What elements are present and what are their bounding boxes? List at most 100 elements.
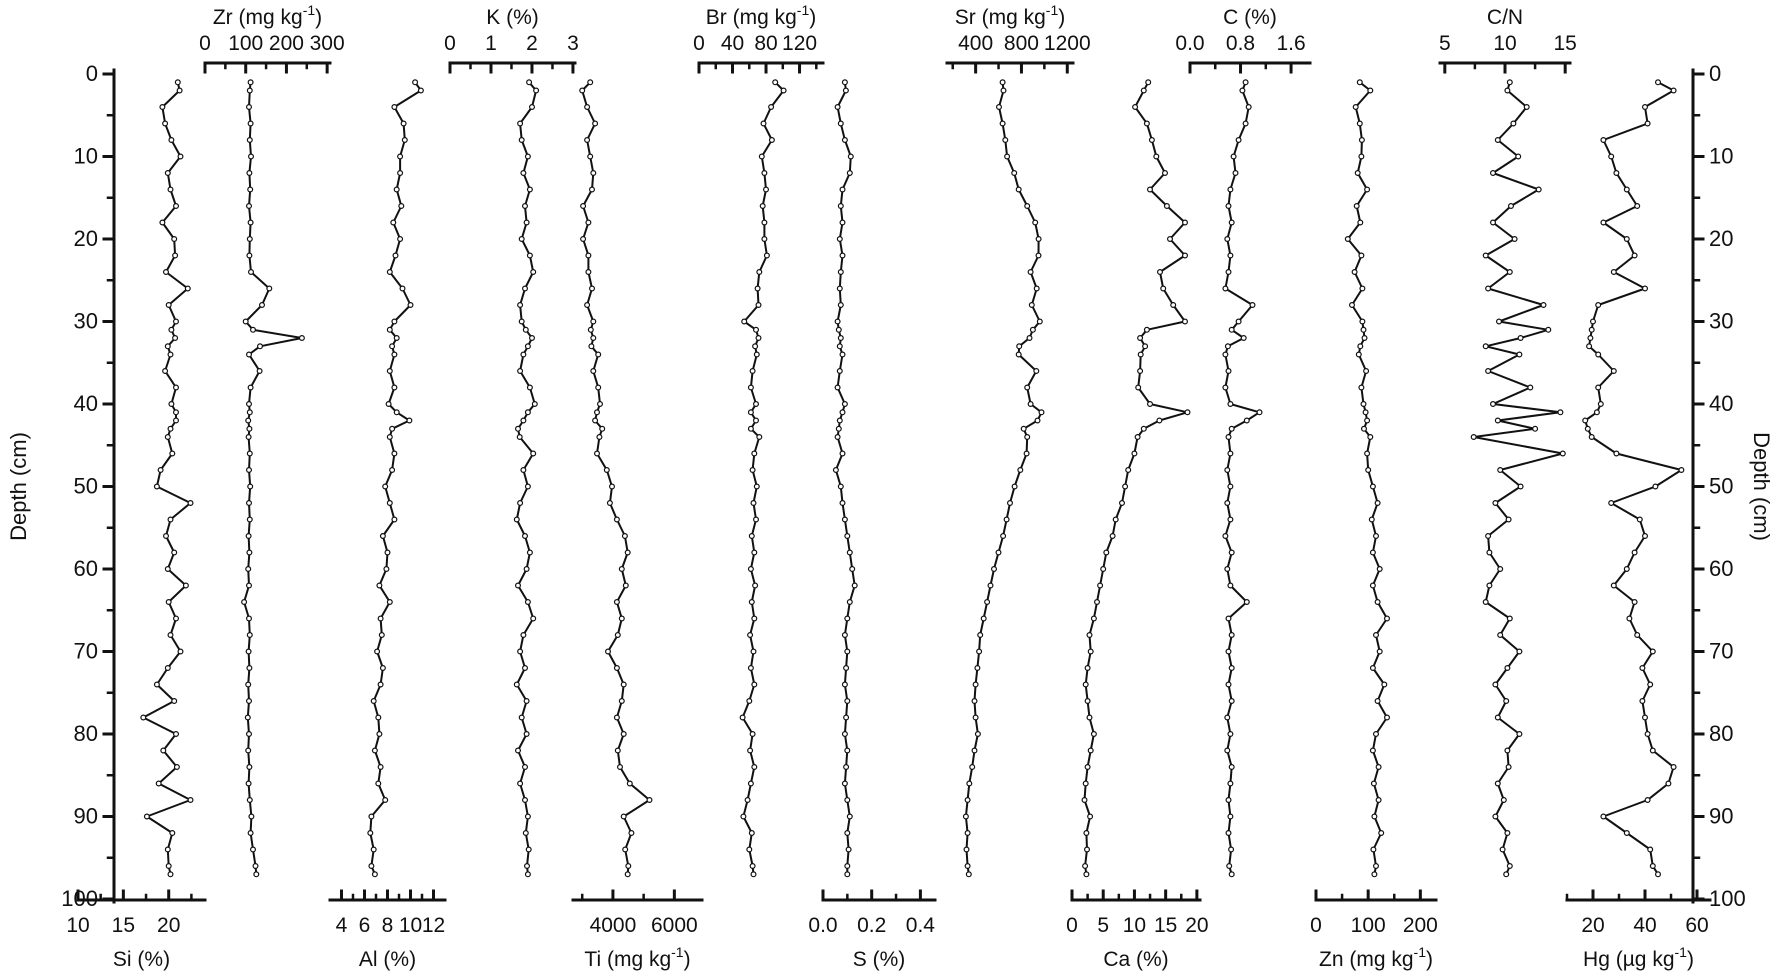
tick-label-Zr: 200 (269, 32, 304, 55)
tick-label-Al: 8 (382, 914, 394, 937)
tick-label-S: 0.2 (857, 914, 886, 937)
tick-label-Br: 0 (693, 32, 705, 55)
curve-C-N (1472, 82, 1564, 875)
tick-label-Al: 4 (336, 914, 348, 937)
tick-label-Zn: 200 (1403, 914, 1438, 937)
tick-label-Hg: 20 (1581, 914, 1604, 937)
depth-tick-label-left: 50 (74, 474, 98, 499)
tick-label-Si: 15 (112, 914, 135, 937)
axis-title-Ti: Ti (mg kg-1) (584, 944, 690, 971)
profile-Ti: 4000 6000 Ti (mg kg-1) (571, 79, 704, 971)
profile-S: 0.0 0.2 0.4S (%) (808, 79, 937, 971)
depth-tick-label-right: 80 (1709, 721, 1733, 746)
tick-label-Sr: 1200 (1044, 32, 1091, 55)
tick-label-Zr: 100 (228, 32, 263, 55)
depth-tick-label-right: 30 (1709, 309, 1733, 334)
tick-label-Ca: 15 (1154, 914, 1177, 937)
depth-tick-label-left: 10 (74, 144, 98, 169)
tick-label-C: 0.0 (1175, 32, 1204, 55)
tick-label-K: 0 (444, 32, 456, 55)
depth-tick-label-right: 70 (1709, 639, 1733, 664)
axis-title-C-N: C/N (1487, 6, 1523, 29)
tick-label-Ca: 10 (1123, 914, 1146, 937)
axis-title-Al: Al (%) (359, 948, 416, 971)
depth-tick-label-right: 0 (1709, 61, 1721, 86)
depth-tick-label-right: 100 (1709, 886, 1746, 911)
tick-label-Zn: 0 (1310, 914, 1322, 937)
tick-label-Al: 12 (422, 914, 445, 937)
tick-label-C-N: 5 (1439, 32, 1451, 55)
profile-C: 0.0 0.8 1.6 C (%) (1175, 6, 1312, 878)
tick-label-Al: 6 (359, 914, 371, 937)
depth-tick-label-right: 90 (1709, 804, 1733, 829)
depth-axis-title-left: Depth (cm) (6, 432, 31, 541)
tick-label-Hg: 60 (1685, 914, 1708, 937)
tick-label-Al: 10 (399, 914, 422, 937)
tick-label-Br: 120 (782, 32, 817, 55)
depth-axis-title-right: Depth (cm) (1749, 432, 1772, 541)
depth-tick-label-left: 30 (74, 309, 98, 334)
depth-tick-label-right: 50 (1709, 474, 1733, 499)
axis-title-S: S (%) (853, 948, 906, 971)
depth-tick-label-right: 40 (1709, 391, 1733, 416)
axis-depth-right: 0 10 20 30 40 50 60 70 80 90 100 Depth (cm) (1691, 61, 1772, 911)
tick-label-K: 1 (485, 32, 497, 55)
depth-tick-label-left: 80 (74, 721, 98, 746)
tick-label-S: 0.0 (808, 914, 837, 937)
tick-label-Ca: 20 (1185, 914, 1208, 937)
depth-tick-label-right: 60 (1709, 556, 1733, 581)
tick-label-Ca: 0 (1066, 914, 1078, 937)
tick-label-Zr: 0 (199, 32, 211, 55)
profile-Si: 10 15 20 Si (%) (66, 79, 207, 971)
profile-Zn: 0 100 200 Zn (mg kg-1) (1310, 79, 1438, 971)
depth-tick-label-left: 20 (74, 226, 98, 251)
tick-label-K: 2 (526, 32, 538, 55)
tick-label-Ti: 6000 (651, 914, 698, 937)
tick-label-Ca: 5 (1097, 914, 1109, 937)
tick-label-Sr: 400 (958, 32, 993, 55)
profile-Zr: 0 100 200 300 Zr (mg kg-1) (199, 2, 345, 878)
profile-C-N: 5 10 15 C/N (1438, 6, 1577, 878)
tick-label-Br: 40 (721, 32, 744, 55)
profile-Al: 4 6 8 10 12 Al (%) (328, 79, 447, 971)
tick-label-Si: 20 (157, 914, 180, 937)
axis-title-Si: Si (%) (113, 948, 170, 971)
tick-label-C: 0.8 (1226, 32, 1255, 55)
depth-tick-label-right: 10 (1709, 144, 1733, 169)
depth-tick-label-left: 90 (74, 804, 98, 829)
depth-tick-label-left: 60 (74, 556, 98, 581)
depth-tick-label-left: 70 (74, 639, 98, 664)
profile-K: 0 1 2 3 K (%) (444, 6, 579, 878)
profile-Br: 0 40 80 120 Br (mg kg-1) (693, 2, 825, 878)
axis-title-Sr: Sr (mg kg-1) (955, 2, 1065, 29)
axis-title-C: C (%) (1223, 6, 1277, 29)
axis-title-Br: Br (mg kg-1) (706, 2, 816, 29)
tick-label-C-N: 15 (1554, 32, 1577, 55)
depth-tick-label-left: 0 (86, 61, 98, 86)
tick-label-Zr: 300 (310, 32, 345, 55)
tick-label-Hg: 40 (1633, 914, 1656, 937)
tick-label-Sr: 800 (1004, 32, 1039, 55)
tick-label-Ti: 4000 (590, 914, 637, 937)
depth-tick-label-right: 20 (1709, 226, 1733, 251)
profile-Hg: 20 40 60 Hg (µg kg-1) (1565, 79, 1712, 971)
curve-Si (142, 82, 192, 875)
tick-label-Zn: 100 (1351, 914, 1386, 937)
tick-label-Si: 10 (66, 914, 89, 937)
axis-title-Zn: Zn (mg kg-1) (1319, 944, 1433, 971)
axis-title-Zr: Zr (mg kg-1) (213, 2, 322, 29)
axis-title-Ca: Ca (%) (1103, 948, 1168, 971)
axis-title-K: K (%) (486, 6, 539, 29)
profile-Sr: 400 800 1200 Sr (mg kg-1) (945, 2, 1091, 878)
tick-label-Br: 80 (754, 32, 777, 55)
depth-tick-label-left: 40 (74, 391, 98, 416)
tick-label-S: 0.4 (906, 914, 936, 937)
profile-Ca: 0 5 10 15 20 Ca (%) (1066, 79, 1209, 971)
axis-title-Hg: Hg (µg kg-1) (1583, 944, 1694, 971)
tick-label-C-N: 10 (1493, 32, 1516, 55)
tick-label-K: 3 (567, 32, 579, 55)
tick-label-C: 1.6 (1276, 32, 1305, 55)
